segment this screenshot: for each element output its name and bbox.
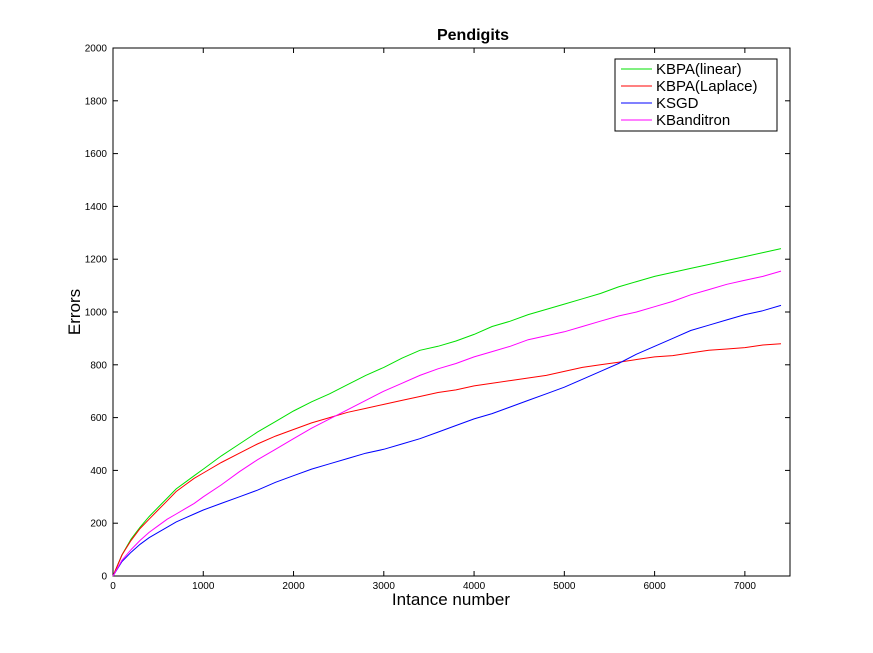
x-axis: 0 1000 2000 3000 4000 5000 6000 7000 bbox=[110, 48, 756, 592]
series-lines bbox=[112, 248, 782, 577]
y-tick-label: 600 bbox=[90, 413, 107, 424]
x-tick-label: 3000 bbox=[373, 581, 396, 592]
y-tick-label: 200 bbox=[90, 519, 107, 530]
x-tick-label: 1000 bbox=[192, 581, 215, 592]
x-tick-label: 4000 bbox=[463, 581, 486, 592]
y-tick-label: 1200 bbox=[85, 255, 108, 266]
x-tick-label: 0 bbox=[110, 581, 116, 592]
y-tick-label: 1800 bbox=[85, 96, 108, 107]
y-tick-label: 800 bbox=[90, 360, 107, 371]
y-tick-label: 1400 bbox=[85, 202, 108, 213]
x-tick-label: 2000 bbox=[282, 581, 305, 592]
series-line-kbpa-linear bbox=[112, 248, 782, 577]
legend-label-kbpa-linear: KBPA(linear) bbox=[656, 61, 742, 78]
x-tick-label: 5000 bbox=[553, 581, 576, 592]
legend-label-kbpa-laplace: KBPA(Laplace) bbox=[656, 78, 757, 95]
y-tick-label: 1600 bbox=[85, 149, 108, 160]
series-line-kbpa-laplace bbox=[112, 343, 782, 577]
y-axis-label: Errors bbox=[65, 289, 84, 335]
x-tick-label: 7000 bbox=[734, 581, 757, 592]
series-line-kbanditron bbox=[112, 270, 782, 577]
x-tick-label: 6000 bbox=[643, 581, 666, 592]
legend-box bbox=[614, 58, 778, 132]
y-axis: 0 200 400 600 800 1000 1200 1400 1600 1800 2000 bbox=[85, 44, 790, 583]
y-tick-label: 2000 bbox=[85, 44, 108, 55]
chart-title: Pendigits bbox=[437, 27, 509, 44]
y-tick-label: 400 bbox=[90, 466, 107, 477]
legend-label-kbanditron: KBanditron bbox=[656, 112, 730, 129]
y-tick-label: 1000 bbox=[85, 308, 108, 319]
y-tick-label: 0 bbox=[101, 572, 107, 583]
x-axis-label: Intance number bbox=[392, 590, 510, 609]
series-line-ksgd bbox=[112, 304, 782, 577]
legend-label-ksgd: KSGD bbox=[656, 95, 699, 112]
